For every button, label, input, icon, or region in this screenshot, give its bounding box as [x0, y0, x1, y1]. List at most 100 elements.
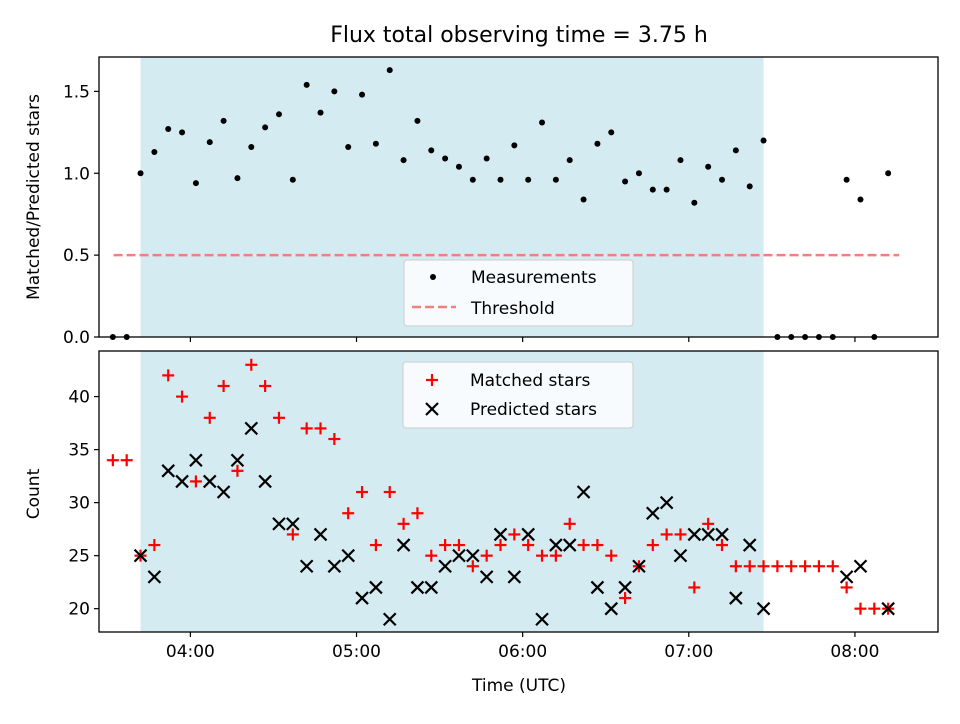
predicted-star-point [369, 580, 383, 595]
matched-star-point [702, 517, 715, 530]
matched-star-point [148, 539, 161, 552]
legend-measurement-marker [430, 274, 436, 280]
measurement-point [151, 148, 158, 155]
bottom-axes-frame [98, 350, 939, 633]
measurement-point [359, 91, 366, 98]
measurement-point [635, 170, 642, 177]
predicted-star-point [396, 538, 411, 552]
matched-star-point [106, 454, 119, 467]
measurement-point [705, 163, 712, 170]
predicted-star-point [493, 527, 508, 542]
predicted-star-point [853, 559, 868, 574]
measurement-point [345, 144, 352, 151]
matched-star-point [771, 560, 784, 573]
measurement-point [386, 67, 393, 74]
measurement-point [400, 157, 407, 164]
predicted-star-point [452, 548, 466, 563]
predicted-star-point [659, 495, 674, 510]
bottom-y-axis-label: Count [24, 468, 44, 519]
matched-star-point [217, 379, 230, 392]
matched-star-point [743, 560, 756, 573]
matched-star-point [397, 517, 410, 530]
legend-threshold-label: Threshold [470, 299, 555, 319]
measurement-point [192, 180, 199, 187]
bottom-axis-ticks: 04:00 05:00 06:00 07:00 08:00 20 25 30 35 40 [68, 388, 879, 662]
measurement-point [331, 88, 338, 95]
predicted-star-point [466, 548, 480, 563]
matched-star-point [757, 560, 770, 573]
matched-star-point [328, 433, 341, 446]
predicted-star-point [632, 559, 646, 574]
matched-star-point [868, 602, 881, 615]
bottom-data-marks [106, 358, 895, 627]
matched-star-point [411, 507, 424, 520]
matched-star-point [356, 486, 369, 499]
matched-star-point [674, 528, 687, 541]
measurement-point [746, 183, 753, 190]
measurement-point [843, 176, 850, 183]
matched-star-point [272, 411, 285, 424]
measurement-point [691, 199, 698, 206]
measurement-point [511, 142, 518, 149]
predicted-star-point [618, 580, 632, 595]
matched-star-point [660, 528, 673, 541]
bottom-legend-box [402, 361, 634, 429]
matched-star-point [812, 560, 825, 573]
matched-star-point [286, 528, 299, 541]
matched-star-point [314, 422, 327, 435]
predicted-star-point [646, 506, 660, 521]
measurement-point [317, 109, 324, 116]
matched-star-point [826, 560, 839, 573]
matched-star-point [494, 539, 507, 552]
matched-star-point [619, 592, 632, 605]
predicted-star-point [286, 517, 300, 531]
top-y-axis-label: Matched/Predicted stars [24, 94, 44, 300]
chart-title: Flux total observing time = 3.75 h [330, 23, 708, 48]
measurement-point [622, 178, 629, 185]
matched-star-point [799, 560, 812, 573]
predicted-star-point [230, 453, 245, 467]
y-tick-label: 0.0 [63, 328, 90, 348]
measurement-point [663, 186, 670, 193]
y-tick-label: 1.0 [63, 164, 90, 184]
matched-star-point [563, 517, 576, 530]
predicted-star-point [535, 612, 549, 627]
measurement-point [760, 137, 767, 144]
matched-star-point [785, 560, 798, 573]
predicted-star-point [341, 548, 355, 563]
matched-star-point [176, 390, 189, 403]
measurement-point [552, 176, 559, 183]
matched-star-point [716, 539, 729, 552]
matched-star-point [259, 379, 272, 392]
measurement-point [414, 117, 421, 124]
measurement-point [525, 176, 532, 183]
matched-star-point [203, 411, 216, 424]
legend-predicted-label: Predicted stars [470, 400, 597, 420]
measurement-point [303, 81, 310, 88]
x-tick-label: 07:00 [664, 642, 713, 662]
measurement-point [857, 196, 864, 203]
matched-star-point [189, 475, 202, 488]
predicted-star-point [729, 591, 743, 605]
predicted-star-point [715, 527, 729, 542]
legend-matched-label: Matched stars [470, 371, 590, 391]
predicted-star-point [175, 474, 189, 489]
matched-star-point [605, 549, 618, 562]
top-axis-ticks: 0.0 0.5 1.0 1.5 [63, 82, 856, 348]
predicted-star-point [410, 580, 425, 595]
predicted-star-point [299, 559, 314, 574]
measurement-point [262, 124, 269, 131]
matched-star-point [591, 539, 604, 552]
measurement-point [289, 176, 296, 183]
measurement-point [885, 170, 892, 177]
predicted-star-point [604, 601, 619, 616]
measurement-point [179, 129, 186, 136]
measurement-point [455, 163, 462, 170]
matched-star-point [577, 539, 590, 552]
predicted-star-point [756, 601, 771, 616]
predicted-star-point [355, 591, 369, 605]
predicted-star-point [521, 527, 535, 542]
measurement-point [206, 139, 213, 146]
legend-matched-marker [426, 374, 438, 386]
